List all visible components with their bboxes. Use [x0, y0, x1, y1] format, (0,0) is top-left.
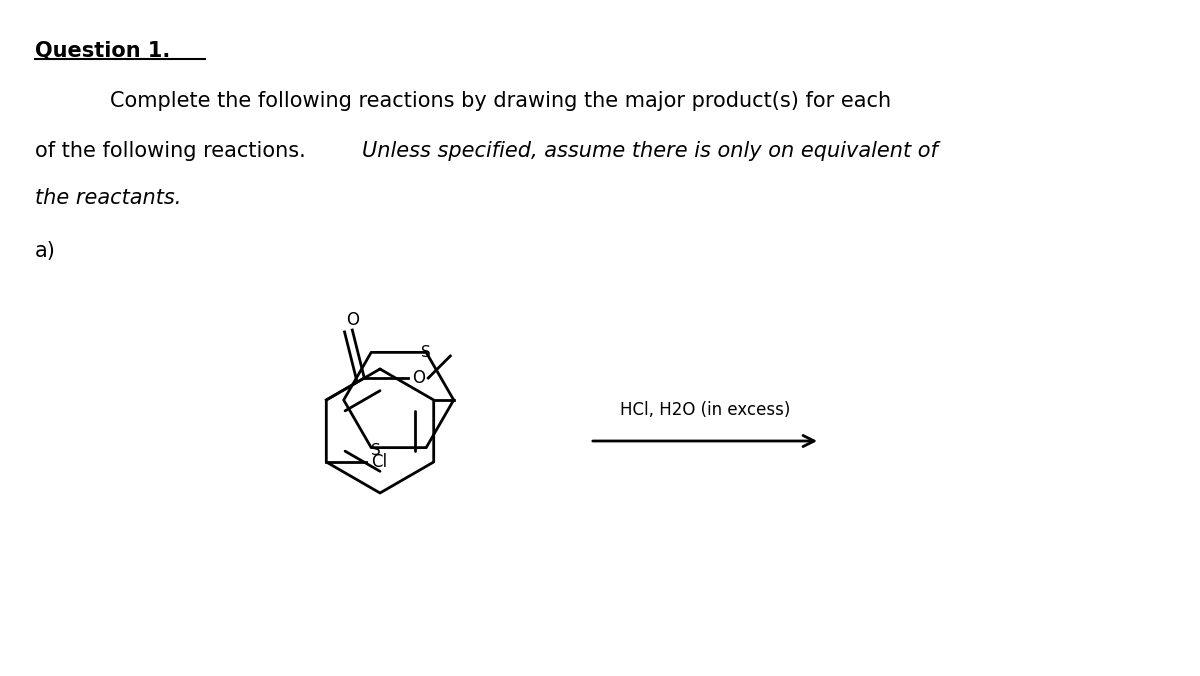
Text: O: O [346, 311, 359, 329]
Text: Unless specified, assume there is only on equivalent of: Unless specified, assume there is only o… [362, 141, 938, 161]
Text: Complete the following reactions by drawing the major product(s) for each: Complete the following reactions by draw… [110, 91, 892, 111]
Text: S: S [371, 443, 382, 458]
Text: Cl: Cl [371, 453, 388, 471]
Text: the reactants.: the reactants. [35, 188, 181, 208]
Text: HCl, H2O (in excess): HCl, H2O (in excess) [620, 401, 790, 419]
Text: Question 1.: Question 1. [35, 41, 170, 61]
Text: O: O [413, 369, 425, 387]
Text: S: S [421, 345, 431, 360]
Text: of the following reactions.: of the following reactions. [35, 141, 312, 161]
Text: a): a) [35, 241, 56, 261]
